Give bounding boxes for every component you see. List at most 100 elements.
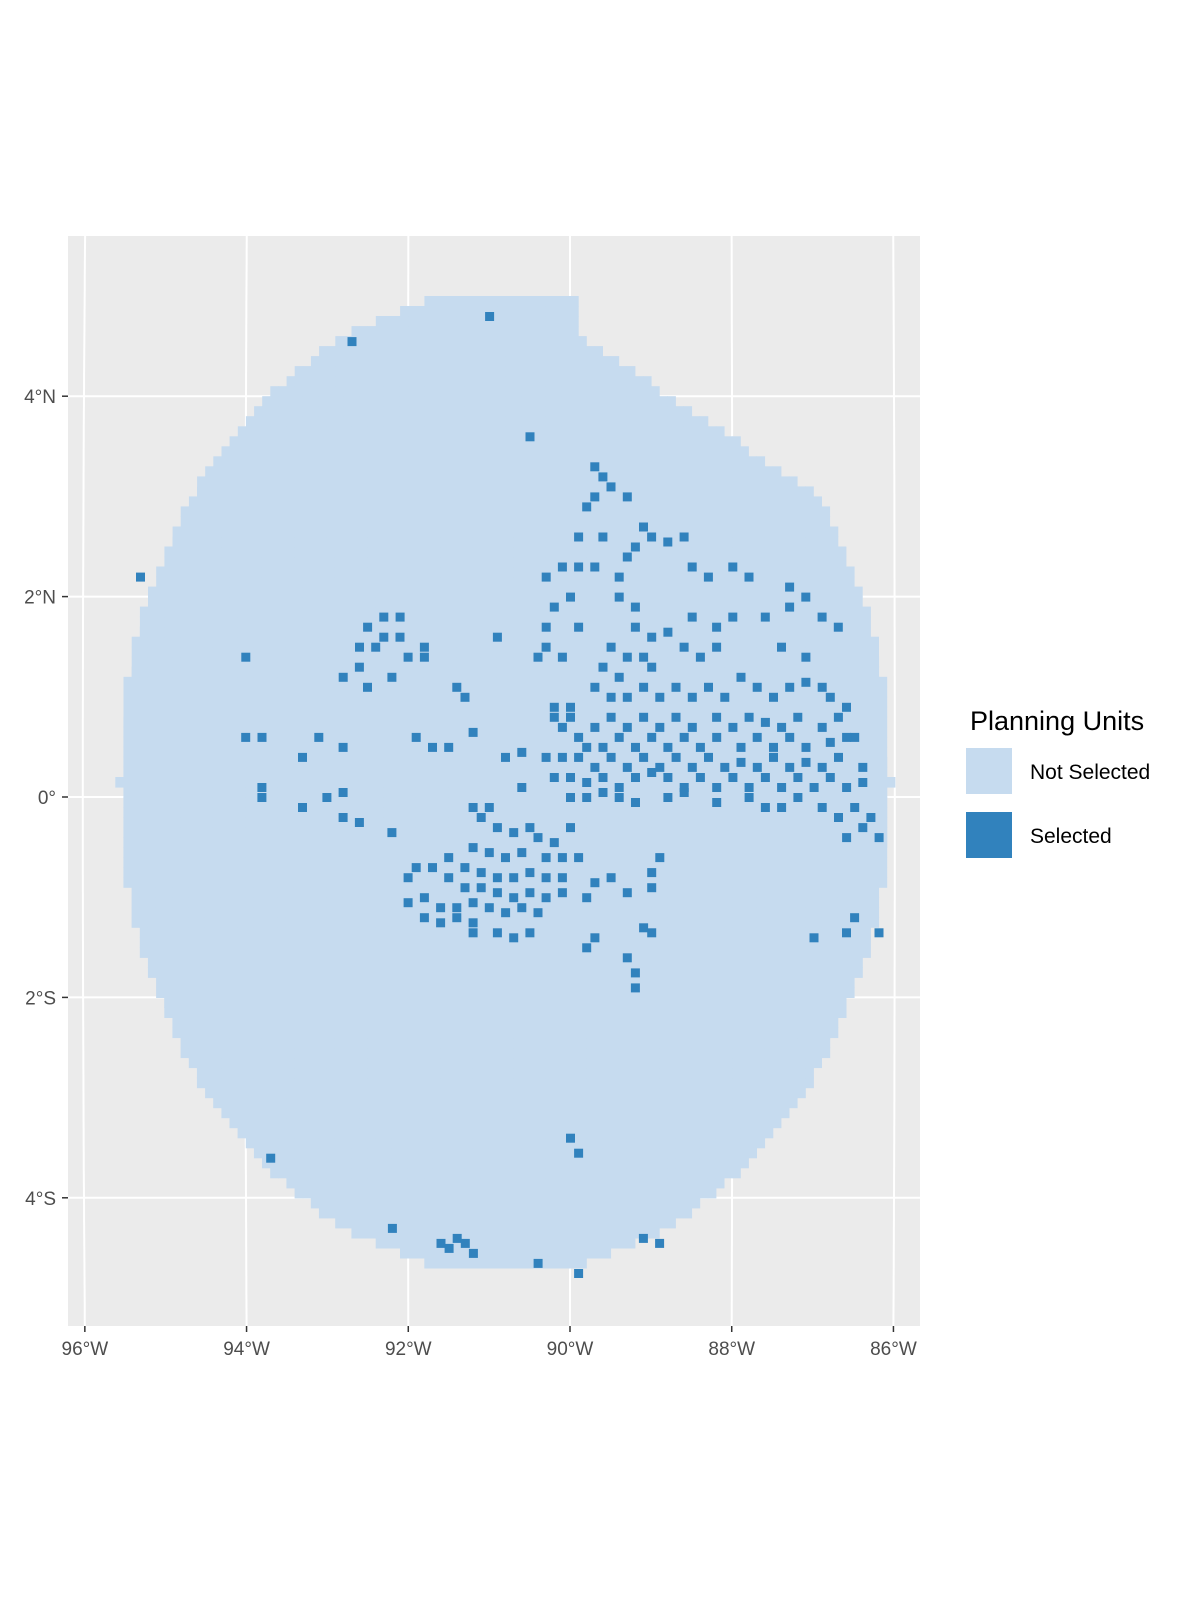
planning-unit-not-selected <box>505 1207 514 1219</box>
planning-unit-not-selected <box>383 736 392 748</box>
planning-unit-not-selected <box>521 897 530 908</box>
planning-unit-not-selected <box>821 787 831 798</box>
planning-unit-not-selected <box>748 716 758 728</box>
planning-unit-not-selected <box>407 877 417 888</box>
planning-unit-not-selected <box>756 937 766 948</box>
planning-unit-not-selected <box>513 1067 522 1079</box>
planning-unit-not-selected <box>123 736 133 748</box>
planning-unit-not-selected <box>407 927 417 938</box>
planning-unit-not-selected <box>342 817 352 828</box>
planning-unit-not-selected <box>237 646 246 658</box>
planning-unit-not-selected <box>683 827 693 838</box>
planning-unit-not-selected <box>147 787 157 798</box>
planning-unit-not-selected <box>773 716 782 728</box>
planning-unit-not-selected <box>399 1087 409 1099</box>
planning-unit-not-selected <box>253 997 263 1008</box>
planning-unit-not-selected <box>675 1057 685 1069</box>
planning-unit-not-selected <box>659 1047 668 1059</box>
planning-unit-not-selected <box>139 857 149 868</box>
planning-unit-not-selected <box>626 696 636 708</box>
planning-unit-not-selected <box>813 756 823 768</box>
planning-unit-not-selected <box>415 797 425 808</box>
planning-unit-not-selected <box>310 1067 320 1079</box>
planning-unit-not-selected <box>310 656 319 668</box>
planning-unit-not-selected <box>878 766 888 778</box>
planning-unit-not-selected <box>675 1187 684 1199</box>
planning-unit-not-selected <box>505 807 514 818</box>
planning-unit-not-selected <box>578 897 587 908</box>
planning-unit-not-selected <box>432 777 441 788</box>
planning-unit-not-selected <box>797 1007 806 1018</box>
planning-unit-not-selected <box>488 1087 498 1099</box>
planning-unit-not-selected <box>318 827 327 838</box>
planning-unit-not-selected <box>229 927 238 938</box>
planning-unit-not-selected <box>586 807 595 818</box>
planning-unit-not-selected <box>561 847 571 858</box>
planning-unit-not-selected <box>480 807 490 818</box>
planning-unit-not-selected <box>846 676 855 688</box>
planning-unit-not-selected <box>261 957 271 968</box>
planning-unit-not-selected <box>667 686 677 698</box>
planning-unit-not-selected <box>675 977 685 988</box>
planning-unit-not-selected <box>643 787 652 798</box>
planning-unit-not-selected <box>172 666 181 678</box>
planning-unit-not-selected <box>196 887 206 898</box>
planning-unit-not-selected <box>164 676 173 688</box>
planning-unit-not-selected <box>196 1077 206 1089</box>
planning-unit-not-selected <box>602 686 612 698</box>
planning-unit-not-selected <box>221 977 230 988</box>
planning-unit-not-selected <box>432 766 441 778</box>
planning-unit-not-selected <box>180 837 189 848</box>
planning-unit-not-selected <box>683 1067 693 1079</box>
planning-unit-not-selected <box>764 1077 774 1089</box>
planning-unit-not-selected <box>448 696 457 708</box>
planning-unit-not-selected <box>350 636 360 648</box>
planning-unit-not-selected <box>415 777 425 788</box>
planning-unit-not-selected <box>261 997 271 1008</box>
planning-unit-not-selected <box>813 817 823 828</box>
planning-unit-not-selected <box>764 837 774 848</box>
planning-unit-not-selected <box>131 897 141 908</box>
planning-unit-not-selected <box>416 1237 425 1249</box>
planning-unit-not-selected <box>594 1087 603 1099</box>
planning-unit-not-selected <box>659 746 668 758</box>
planning-unit-not-selected <box>529 636 539 648</box>
planning-unit-not-selected <box>570 817 579 828</box>
planning-unit-not-selected <box>513 1227 522 1239</box>
planning-unit-not-selected <box>553 1247 563 1259</box>
planning-unit-not-selected <box>594 766 604 778</box>
planning-unit-not-selected <box>772 987 782 998</box>
planning-unit-not-selected <box>837 897 847 908</box>
planning-unit-not-selected <box>716 817 725 828</box>
planning-unit-not-selected <box>634 686 644 698</box>
planning-unit-not-selected <box>424 1027 433 1039</box>
planning-unit-not-selected <box>196 957 206 968</box>
planning-unit-not-selected <box>626 716 636 728</box>
planning-unit-not-selected <box>659 1207 668 1219</box>
planning-unit-not-selected <box>229 1087 239 1099</box>
planning-unit-not-selected <box>781 937 790 948</box>
planning-unit-not-selected <box>732 797 742 808</box>
planning-unit-not-selected <box>789 947 798 958</box>
planning-unit-not-selected <box>756 1127 766 1139</box>
planning-unit-not-selected <box>456 1177 466 1189</box>
planning-unit-not-selected <box>253 736 262 748</box>
planning-unit-not-selected <box>578 1057 587 1069</box>
planning-unit-not-selected <box>740 817 750 828</box>
planning-unit-not-selected <box>342 807 352 818</box>
planning-unit-not-selected <box>359 1117 368 1129</box>
planning-unit-not-selected <box>837 887 847 898</box>
planning-unit-not-selected <box>456 1257 466 1269</box>
planning-unit-not-selected <box>164 977 173 988</box>
planning-unit-not-selected <box>699 817 709 828</box>
planning-unit-not-selected <box>164 897 173 908</box>
planning-unit-not-selected <box>545 1157 555 1169</box>
planning-unit-not-selected <box>805 1077 814 1089</box>
planning-unit-not-selected <box>277 987 287 998</box>
planning-unit-not-selected <box>513 1127 522 1139</box>
planning-unit-not-selected <box>334 766 344 778</box>
planning-unit-not-selected <box>156 957 165 968</box>
planning-unit-not-selected <box>659 1217 668 1229</box>
planning-unit-not-selected <box>212 907 222 918</box>
planning-unit-not-selected <box>480 1067 490 1079</box>
